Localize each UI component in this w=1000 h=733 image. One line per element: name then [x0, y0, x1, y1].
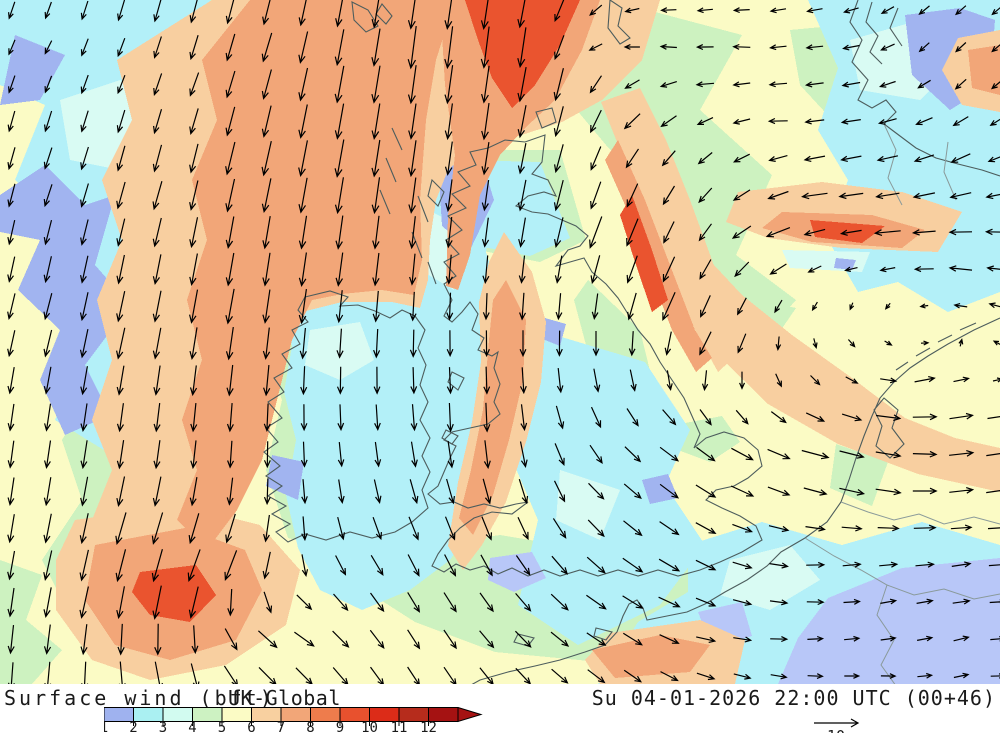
legend-tick-label: 12	[420, 720, 437, 733]
wind-map-canvas	[0, 0, 1000, 684]
wind-speed-legend: 123456789101112	[104, 707, 483, 733]
legend-scale-arrowhead	[457, 707, 483, 723]
legend-tick-label: 8	[306, 720, 314, 733]
reference-arrow: 10	[814, 718, 860, 733]
reference-arrow-label: 10	[827, 727, 845, 733]
legend-tick-label: 3	[159, 720, 167, 733]
coastline-continent	[471, 0, 1000, 684]
wind-map	[0, 0, 1000, 684]
country-borders	[804, 123, 1000, 684]
legend-tick-label: 1	[104, 720, 108, 733]
coastline-great-britain	[427, 134, 763, 577]
legend-tick-label: 5	[218, 720, 226, 733]
legend-tick-label: 10	[361, 720, 378, 733]
model-label: UK-Global	[228, 686, 341, 710]
legend-tick-label: 2	[129, 720, 137, 733]
legend-tick-label: 11	[391, 720, 408, 733]
wind-arrows	[7, 0, 1000, 684]
product-label: Surface wind (bft)	[4, 686, 275, 710]
map-footer: Surface wind (bft) UK-Global Su 04-01-20…	[0, 684, 1000, 733]
datetime-label: Su 04-01-2026 22:00 UTC (00+46)	[591, 686, 996, 710]
legend-tick-label: 4	[188, 720, 196, 733]
legend-tick-label: 9	[336, 720, 344, 733]
wind-arrow-glyphs	[7, 0, 1000, 684]
reference-arrow-glyph	[814, 718, 860, 728]
legend-tick-label: 7	[277, 720, 285, 733]
legend-tick-label: 6	[247, 720, 255, 733]
